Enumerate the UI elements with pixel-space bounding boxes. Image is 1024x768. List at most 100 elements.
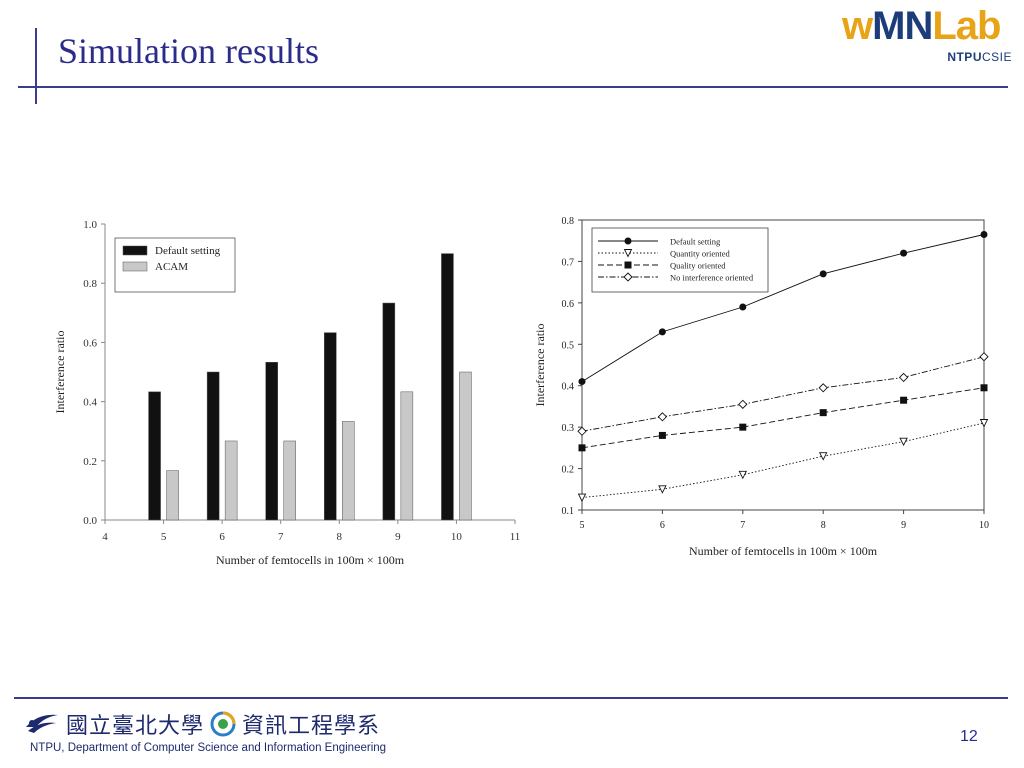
legend-swatch (122, 261, 148, 272)
legend-label: No interference oriented (670, 273, 754, 283)
series-line-default-setting (581, 234, 985, 382)
point-default-setting (658, 328, 666, 336)
x-axis-title: Number of femtocells in 100m × 100m (689, 544, 878, 558)
dept-emblem-icon (210, 711, 236, 737)
logo-part1: w (842, 4, 873, 48)
point-quantity-oriented (738, 470, 748, 480)
logo-sub1: NTPU (947, 50, 982, 64)
logo-wordmark: wMNLab (842, 4, 1001, 49)
bar-default-setting (206, 371, 220, 521)
bar-default-setting (382, 302, 396, 521)
point-default-setting (980, 231, 988, 238)
page-number: 12 (960, 728, 978, 745)
y-tick-label: 0.2 (562, 465, 575, 476)
point-quantity-oriented (658, 485, 667, 494)
y-tick-label: 0.4 (83, 397, 97, 409)
y-tick-label: 0.6 (83, 337, 97, 349)
x-tick-label: 10 (451, 531, 463, 543)
point-no-interference-oriented (577, 426, 587, 436)
bar-acam (459, 371, 472, 521)
point-quantity-oriented (818, 452, 828, 461)
bar-acam (342, 421, 355, 521)
point-quantity-oriented (577, 493, 587, 503)
point-quality-oriented (658, 431, 666, 439)
legend-marker (623, 249, 633, 258)
legend-label: Default setting (670, 237, 721, 247)
series-line-no-interference-oriented (581, 356, 985, 432)
x-tick-label: 6 (219, 531, 225, 543)
legend-label: Quantity oriented (670, 249, 730, 259)
bar-acam (224, 440, 238, 521)
point-quality-oriented (819, 409, 827, 417)
logo-sub2: CSIE (981, 50, 1012, 64)
y-tick-label: 0.3 (562, 423, 575, 434)
y-tick-label: 0.0 (83, 515, 97, 527)
title-accent-bar (35, 28, 37, 104)
bar-acam (166, 470, 179, 521)
logo-part2: MN (872, 4, 933, 48)
bar-acam (400, 391, 414, 521)
legend-marker (624, 237, 632, 245)
series-line-quality-oriented (581, 387, 985, 449)
line-chart-interference: 0.1 0.2 0.3 0.4 0.5 0.6 0.7 0.8 5 6 7 8 9 10 Default s… (533, 216, 989, 558)
x-tick-label: 10 (979, 520, 989, 531)
x-tick-label: 5 (580, 520, 585, 531)
y-tick-label: 0.7 (562, 257, 575, 268)
x-tick-label: 9 (901, 520, 906, 531)
point-default-setting (578, 378, 586, 386)
bar-default-setting (441, 253, 454, 521)
university-name-cn: 國立臺北大學 (66, 714, 205, 739)
y-tick-label: 0.8 (562, 216, 575, 227)
y-tick-label: 0.4 (562, 382, 575, 393)
x-tick-label: 7 (740, 520, 745, 531)
point-no-interference-oriented (738, 399, 748, 409)
slide-title: Simulation results (58, 31, 319, 71)
point-quality-oriented (739, 423, 747, 431)
point-quantity-oriented (979, 419, 989, 428)
legend-marker (623, 272, 633, 282)
x-tick-label: 11 (510, 531, 520, 543)
university-logo: 國立臺北大學 資訊工程學系 (24, 708, 380, 740)
wmnlab-logo: wMNLab NTPUCSIE (842, 4, 1018, 68)
logo-part3: Lab (932, 4, 1001, 48)
point-no-interference-oriented (657, 412, 668, 422)
department-name-en: NTPU, Department of Computer Science and… (30, 742, 387, 754)
legend-box (591, 227, 769, 293)
x-axis-title: Number of femtocells in 100m × 100m (216, 553, 405, 567)
bar-acam (283, 440, 296, 521)
point-default-setting (739, 303, 747, 311)
x-tick-label: 8 (337, 531, 343, 543)
point-quality-oriented (578, 444, 586, 452)
series-line-quantity-oriented (581, 422, 985, 499)
point-quality-oriented (900, 396, 908, 404)
y-tick-label: 0.2 (83, 456, 97, 468)
legend-label: Quality oriented (670, 261, 726, 271)
point-no-interference-oriented (979, 352, 989, 362)
y-tick-label: 1.0 (83, 219, 97, 231)
legend-label: ACAM (155, 261, 188, 273)
bar-default-setting (324, 332, 337, 521)
point-default-setting (900, 249, 908, 257)
legend-swatch (122, 245, 148, 256)
plot-frame (581, 219, 985, 511)
y-axis-title: Interference ratio (53, 331, 67, 414)
department-name-cn: 資訊工程學系 (242, 714, 381, 739)
point-quality-oriented (980, 384, 988, 392)
logo-subtitle: NTPUCSIE (947, 50, 1012, 64)
point-default-setting (819, 270, 827, 278)
title-underline (18, 86, 1008, 88)
x-tick-label: 5 (161, 531, 167, 543)
point-quantity-oriented (899, 437, 908, 447)
y-axis-title: Interference ratio (533, 324, 547, 407)
point-no-interference-oriented (818, 383, 828, 393)
y-tick-label: 0.5 (562, 340, 575, 351)
bar-default-setting (148, 391, 161, 521)
x-tick-label: 6 (660, 520, 665, 531)
point-no-interference-oriented (898, 372, 909, 383)
y-tick-label: 0.6 (562, 299, 575, 310)
y-tick-label: 0.1 (562, 506, 575, 517)
bar-default-setting (265, 361, 278, 521)
bar-chart-interference: 0.0 0.2 0.4 0.6 0.8 1.0 4 5 6 7 8 9 10 11 Default sett… (53, 219, 520, 567)
legend-label: Default setting (155, 245, 221, 257)
x-tick-label: 8 (821, 520, 826, 531)
